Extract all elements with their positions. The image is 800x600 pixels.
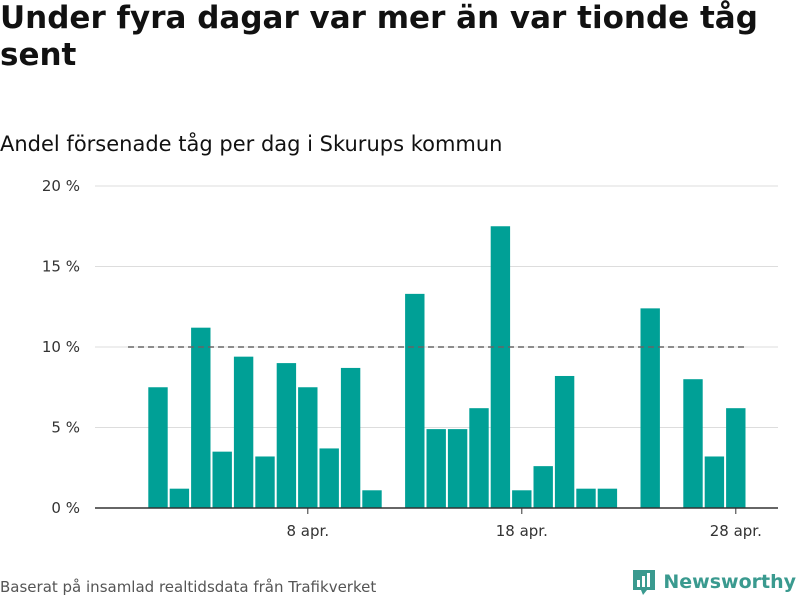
bar-chart-logo-icon bbox=[633, 570, 656, 595]
chart-title: Under fyra dagar var mer än var tionde t… bbox=[0, 0, 758, 73]
bar bbox=[362, 490, 382, 508]
bar bbox=[405, 293, 425, 508]
bar bbox=[469, 408, 489, 508]
x-tick-label: 18 apr. bbox=[496, 522, 548, 540]
bar bbox=[298, 387, 318, 508]
bar bbox=[319, 448, 339, 508]
x-tick-label: 28 apr. bbox=[710, 522, 762, 540]
bar bbox=[191, 327, 211, 508]
bar bbox=[512, 490, 532, 508]
bar bbox=[726, 408, 746, 508]
chart-subtitle: Andel försenade tåg per dag i Skurups ko… bbox=[0, 132, 503, 156]
bar bbox=[169, 488, 190, 508]
bars bbox=[148, 226, 746, 508]
bar bbox=[640, 308, 660, 508]
bar bbox=[276, 363, 297, 508]
brand[interactable]: Newsworthy bbox=[631, 568, 796, 596]
x-tick-label: 8 apr. bbox=[287, 522, 330, 540]
bar bbox=[576, 488, 596, 508]
bar bbox=[683, 379, 703, 508]
axes: 0 % 5 % 10 % 15 % 20 % 8 apr. 18 apr. 28 apr. bbox=[42, 177, 778, 540]
y-tick-label: 20 % bbox=[42, 177, 80, 195]
y-tick-label: 15 % bbox=[42, 258, 80, 276]
bar bbox=[490, 226, 511, 508]
bar bbox=[340, 367, 361, 508]
brand-name: Newsworthy bbox=[663, 571, 796, 593]
bar bbox=[447, 429, 468, 508]
y-tick-label: 0 % bbox=[51, 499, 80, 517]
bar bbox=[533, 466, 553, 508]
bar bbox=[554, 375, 575, 508]
bar bbox=[426, 429, 446, 508]
y-tick-label: 10 % bbox=[42, 338, 80, 356]
y-tick-label: 5 % bbox=[51, 419, 80, 437]
bar bbox=[233, 356, 254, 508]
bar bbox=[148, 387, 168, 508]
bar-chart: 0 % 5 % 10 % 15 % 20 % 8 apr. 18 apr. 28 apr. bbox=[42, 177, 778, 540]
source-note: Baserat på insamlad realtidsdata från Tr… bbox=[0, 578, 377, 596]
bar bbox=[704, 456, 725, 508]
bar bbox=[597, 488, 618, 508]
bar bbox=[212, 451, 232, 508]
bar bbox=[255, 456, 275, 508]
